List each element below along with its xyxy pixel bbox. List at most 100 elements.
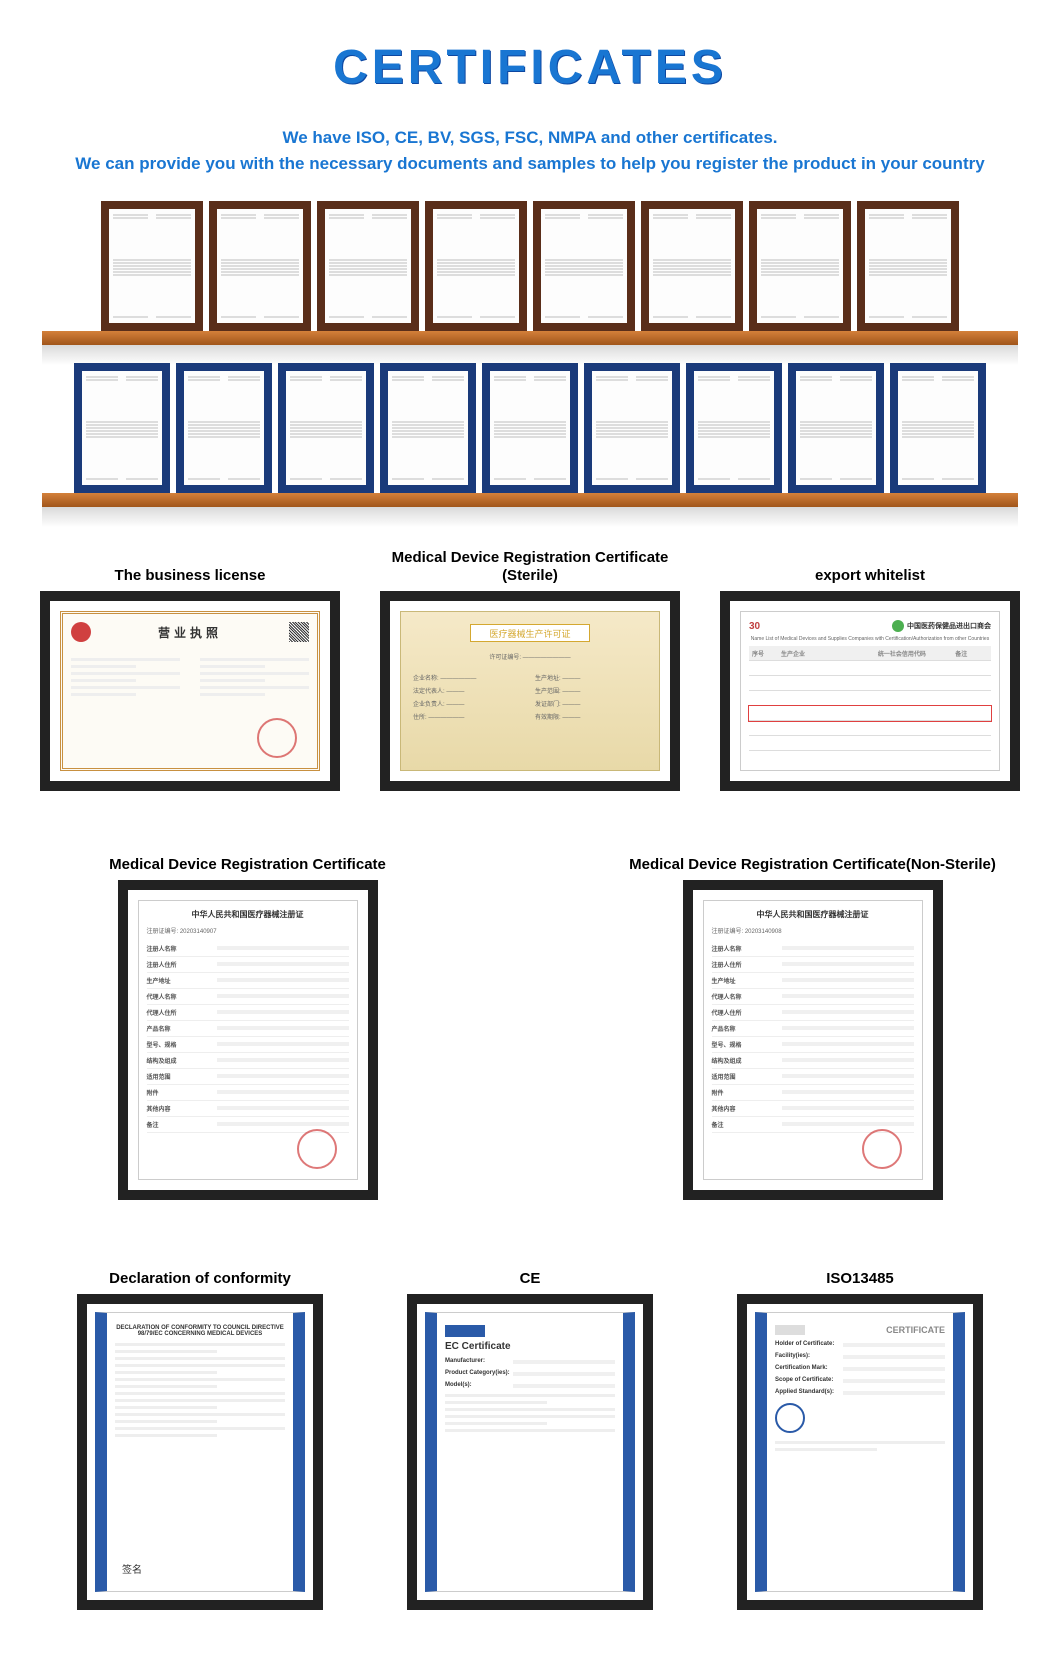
form-row: 产品名称 [712, 1021, 914, 1037]
shelf-beam-2 [42, 493, 1017, 507]
field-row: Scope of Certificate: [775, 1377, 945, 1383]
col-header: 备注 [952, 646, 991, 660]
conformity-doc: DECLARATION OF CONFORMITY TO COUNCIL DIR… [95, 1312, 305, 1592]
cert-col-doc: Declaration of conformity DECLARATION OF… [60, 1250, 340, 1610]
cert-frame: 医疗器械生产许可证 许可证编号: ———————— 企业名称: —————— 法… [380, 591, 680, 791]
shelf-certificate [74, 363, 170, 493]
subtitle: We have ISO, CE, BV, SGS, FSC, NMPA and … [0, 125, 1060, 176]
stamp-icon [257, 718, 297, 758]
ce-doc: EC Certificate Manufacturer: Product Cate… [425, 1312, 635, 1592]
field-row: Holder of Certificate: [775, 1341, 945, 1347]
form-row: 注册人住所 [712, 957, 914, 973]
form-row: 生产地址 [147, 973, 349, 989]
cert-col-sterile: Medical Device Registration Certificate … [380, 547, 680, 791]
shelf-certificate [209, 201, 311, 331]
doc-title: DECLARATION OF CONFORMITY TO COUNCIL DIR… [115, 1325, 285, 1337]
permit-doc: 医疗器械生产许可证 许可证编号: ———————— 企业名称: —————— 法… [400, 611, 660, 771]
field-row: Model(s): [445, 1382, 615, 1388]
cert-frame: 营业执照 [40, 591, 340, 791]
shelf-certificate [749, 201, 851, 331]
shelf-certificate [425, 201, 527, 331]
shelf-certificate [380, 363, 476, 493]
cert-label: CE [520, 1250, 541, 1288]
form-row: 型号、规格 [712, 1037, 914, 1053]
cert-section-1: The business license 营业执照 Medical Device… [0, 547, 1060, 791]
doc-title: EC Certificate [445, 1341, 615, 1352]
form-row: 结构及组成 [147, 1053, 349, 1069]
cert-label: export whitelist [815, 547, 925, 585]
shelf-certificate [641, 201, 743, 331]
business-license-doc: 营业执照 [60, 611, 320, 771]
cert-col-business-license: The business license 营业执照 [40, 547, 340, 791]
doc-title: 中华人民共和国医疗器械注册证 [147, 909, 349, 920]
cert-label: The business license [115, 547, 266, 585]
field-row: Product Category(ies): [445, 1370, 615, 1376]
reg-no: 注册证编号: 20203140907 [147, 926, 349, 935]
logo-bar [445, 1325, 485, 1337]
reg-cert-doc: 中华人民共和国医疗器械注册证 注册证编号: 20203140907 注册人名称注… [138, 900, 358, 1180]
shelf-beam-1 [42, 331, 1017, 345]
reg-no: 注册证编号: 20203140908 [712, 926, 914, 935]
cert-frame: EC Certificate Manufacturer: Product Cate… [407, 1294, 653, 1610]
cert-label: Medical Device Registration Certificate [109, 836, 386, 874]
cert-type: CERTIFICATE [886, 1325, 945, 1335]
form-row: 生产地址 [712, 973, 914, 989]
form-row: 代理人住所 [712, 1005, 914, 1021]
table-row-highlighted [749, 706, 991, 721]
shelf-certificate [584, 363, 680, 493]
shelf-certificate [686, 363, 782, 493]
cert-col-ce: CE EC Certificate Manufacturer: Product C… [390, 1250, 670, 1610]
iso-doc: CERTIFICATE Holder of Certificate:Facili… [755, 1312, 965, 1592]
form-row: 注册人名称 [712, 941, 914, 957]
cert-frame: DECLARATION OF CONFORMITY TO COUNCIL DIR… [77, 1294, 323, 1610]
cert-section-3: Declaration of conformity DECLARATION OF… [0, 1250, 1060, 1670]
table-row [749, 721, 991, 736]
cert-col-whitelist: export whitelist 30 中国医药保健品进出口商会 Name Li… [720, 547, 1020, 791]
form-row: 代理人住所 [147, 1005, 349, 1021]
form-row: 注册人住所 [147, 957, 349, 973]
stamp-icon [297, 1129, 337, 1169]
form-row: 代理人名称 [147, 989, 349, 1005]
form-row: 附件 [712, 1085, 914, 1101]
cert-section-2: Medical Device Registration Certificate … [0, 836, 1060, 1200]
doc-title: 医疗器械生产许可证 [470, 624, 590, 642]
table-header: 序号 生产企业 统一社会信用代码 备注 [749, 646, 991, 661]
tuv-mark-icon [775, 1403, 805, 1433]
shelf-certificate [533, 201, 635, 331]
shelf-certificate [176, 363, 272, 493]
col-header: 生产企业 [778, 646, 875, 660]
table-row [749, 691, 991, 706]
shelf-certificate [482, 363, 578, 493]
whitelist-table: 序号 生产企业 统一社会信用代码 备注 [749, 646, 991, 751]
cert-label: ISO13485 [826, 1250, 894, 1288]
field-row: Manufacturer: [445, 1358, 615, 1364]
form-row: 注册人名称 [147, 941, 349, 957]
emblem-icon [71, 622, 91, 642]
form-row: 其他内容 [147, 1101, 349, 1117]
form-row: 代理人名称 [712, 989, 914, 1005]
form-row: 适用范围 [147, 1069, 349, 1085]
form-row: 结构及组成 [712, 1053, 914, 1069]
shelf-certificate [278, 363, 374, 493]
shelf-row-2 [0, 363, 1060, 493]
shelf-certificate [317, 201, 419, 331]
cert-col-iso: ISO13485 CERTIFICATE Holder of Certifica… [720, 1250, 1000, 1610]
doc-subtitle: Name List of Medical Devices and Supplie… [749, 636, 991, 642]
cert-label: Medical Device Registration Certificate(… [629, 836, 996, 874]
shelf-certificate [788, 363, 884, 493]
cert-col-reg: Medical Device Registration Certificate … [0, 836, 495, 1200]
col-header: 统一社会信用代码 [875, 646, 952, 660]
whitelist-doc: 30 中国医药保健品进出口商会 Name List of Medical Dev… [740, 611, 1000, 771]
subtitle-line1: We have ISO, CE, BV, SGS, FSC, NMPA and … [10, 125, 1050, 151]
form-row: 适用范围 [712, 1069, 914, 1085]
qr-icon [289, 622, 309, 642]
logo-icon [892, 620, 904, 632]
shelf-certificate [890, 363, 986, 493]
signature: 签名 [122, 1561, 142, 1576]
cert-frame: 30 中国医药保健品进出口商会 Name List of Medical Dev… [720, 591, 1020, 791]
cert-frame: 中华人民共和国医疗器械注册证 注册证编号: 20203140908 注册人名称注… [683, 880, 943, 1200]
shelf-section [0, 201, 1060, 507]
stamp-icon [862, 1129, 902, 1169]
logo-icon [775, 1325, 805, 1335]
cert-frame: CERTIFICATE Holder of Certificate:Facili… [737, 1294, 983, 1610]
